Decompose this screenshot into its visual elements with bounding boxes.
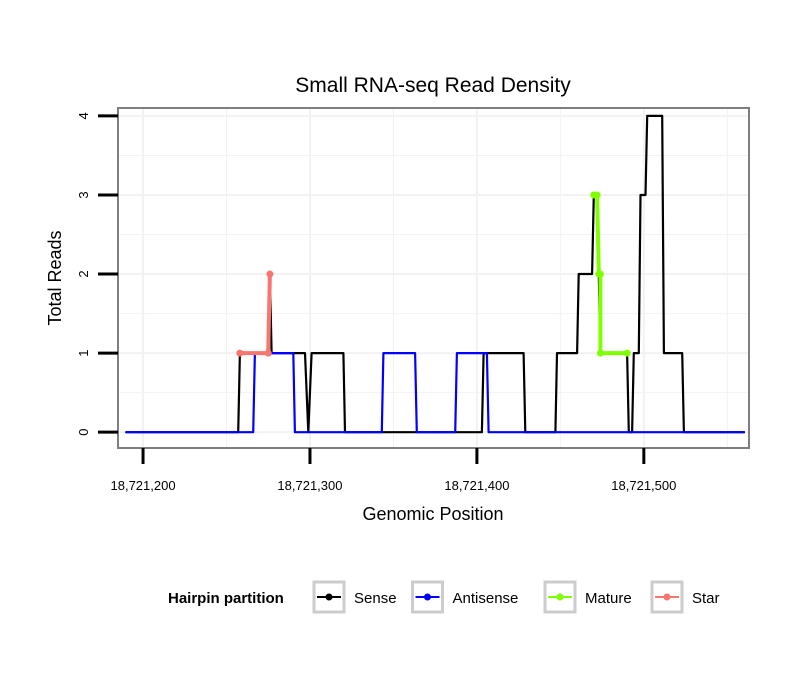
y-tick-label: 0 [76,429,91,436]
y-axis-title: Total Reads [45,230,65,325]
legend-item-sense: Sense [312,580,397,614]
y-axis: 0 1 2 3 4 [76,112,118,436]
y-tick-label: 3 [76,191,91,198]
panel-border [117,107,750,449]
point-star [266,270,274,278]
point-mature [596,349,604,357]
point-star [236,349,244,357]
series-line-sense [125,114,746,434]
x-tick-label: 18,721,300 [277,478,342,493]
legend-item-antisense: Antisense [411,580,519,614]
point-star [264,349,272,357]
plot-background [118,108,749,448]
chart-title: Small RNA-seq Read Density [295,74,571,97]
legend-key-dot [556,593,564,601]
legend-key-dot [424,593,431,601]
legend-key-dot [325,593,333,601]
point-mature [593,191,601,199]
legend-title: Hairpin partition [168,590,284,607]
series-lines [125,114,746,434]
legend-label: Mature [585,590,632,607]
plot-area [118,108,749,448]
x-axis-title: Genomic Position [362,504,503,524]
x-axis: 18,721,200 18,721,300 18,721,400 18,721,500 [111,448,676,493]
legend-label: Star [692,590,720,607]
legend-item-star: Star [650,580,720,614]
point-mature [623,349,631,357]
x-tick-label: 18,721,400 [444,478,509,493]
y-tick-label: 1 [76,349,91,356]
legend: Hairpin partition Sense Antisense Mature St… [168,580,720,614]
point-mature [596,270,604,278]
x-tick-label: 18,721,500 [611,478,676,493]
legend-label: Antisense [453,590,519,607]
x-tick-label: 18,721,200 [111,478,176,493]
legend-item-mature: Mature [543,580,632,614]
y-tick-label: 4 [76,112,91,119]
legend-key-dot [663,593,671,601]
gridlines [118,108,749,448]
legend-label: Sense [354,590,397,607]
y-tick-label: 2 [76,270,91,277]
